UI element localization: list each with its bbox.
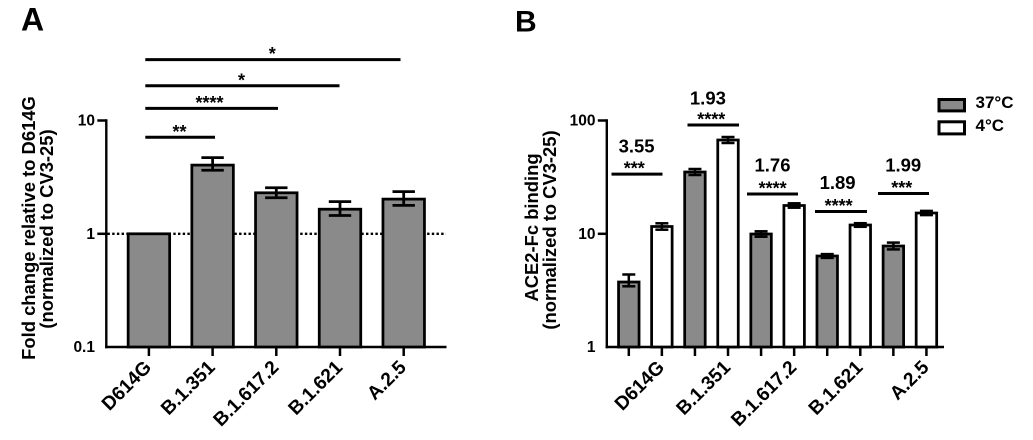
svg-text:(normalized to CV3-25): (normalized to CV3-25)	[539, 130, 560, 329]
svg-text:A.2.5: A.2.5	[886, 357, 934, 405]
svg-text:100: 100	[570, 112, 596, 129]
svg-text:3.55: 3.55	[619, 136, 655, 157]
svg-text:D614G: D614G	[611, 357, 669, 415]
svg-text:B.1.617.2: B.1.617.2	[210, 357, 284, 431]
svg-text:4°C: 4°C	[976, 116, 1005, 135]
svg-text:1: 1	[587, 339, 596, 356]
svg-text:****: ****	[759, 179, 787, 199]
svg-text:***: ***	[624, 159, 645, 179]
svg-text:D614G: D614G	[98, 357, 156, 415]
svg-text:****: ****	[195, 93, 223, 113]
svg-text:0.1: 0.1	[73, 339, 95, 356]
svg-text:(normalized to CV3-25): (normalized to CV3-25)	[36, 129, 57, 328]
svg-text:B.1.351: B.1.351	[673, 357, 736, 420]
svg-text:B.1.351: B.1.351	[157, 357, 220, 420]
svg-text:1.89: 1.89	[820, 172, 856, 193]
svg-text:B.1.617.2: B.1.617.2	[727, 357, 801, 431]
svg-text:37°C: 37°C	[976, 93, 1014, 112]
svg-text:10: 10	[578, 226, 595, 243]
svg-text:1.93: 1.93	[690, 88, 726, 109]
svg-text:1.76: 1.76	[754, 155, 790, 176]
svg-text:Fold change relative to D614G: Fold change relative to D614G	[18, 96, 39, 360]
svg-text:ACE2-Fc binding: ACE2-Fc binding	[521, 153, 542, 301]
svg-text:1.99: 1.99	[885, 155, 921, 176]
svg-text:****: ****	[825, 196, 853, 216]
svg-text:A: A	[21, 2, 44, 38]
svg-text:*: *	[269, 44, 276, 64]
svg-text:**: **	[172, 122, 186, 142]
svg-text:***: ***	[891, 178, 912, 198]
svg-text:B.1.621: B.1.621	[805, 357, 868, 420]
svg-text:A.2.5: A.2.5	[363, 357, 411, 405]
svg-text:****: ****	[697, 110, 725, 130]
svg-text:B: B	[515, 6, 537, 39]
svg-text:10: 10	[78, 112, 95, 129]
svg-text:1: 1	[86, 226, 95, 243]
svg-text:B.1.621: B.1.621	[285, 357, 348, 420]
svg-text:*: *	[238, 70, 245, 90]
